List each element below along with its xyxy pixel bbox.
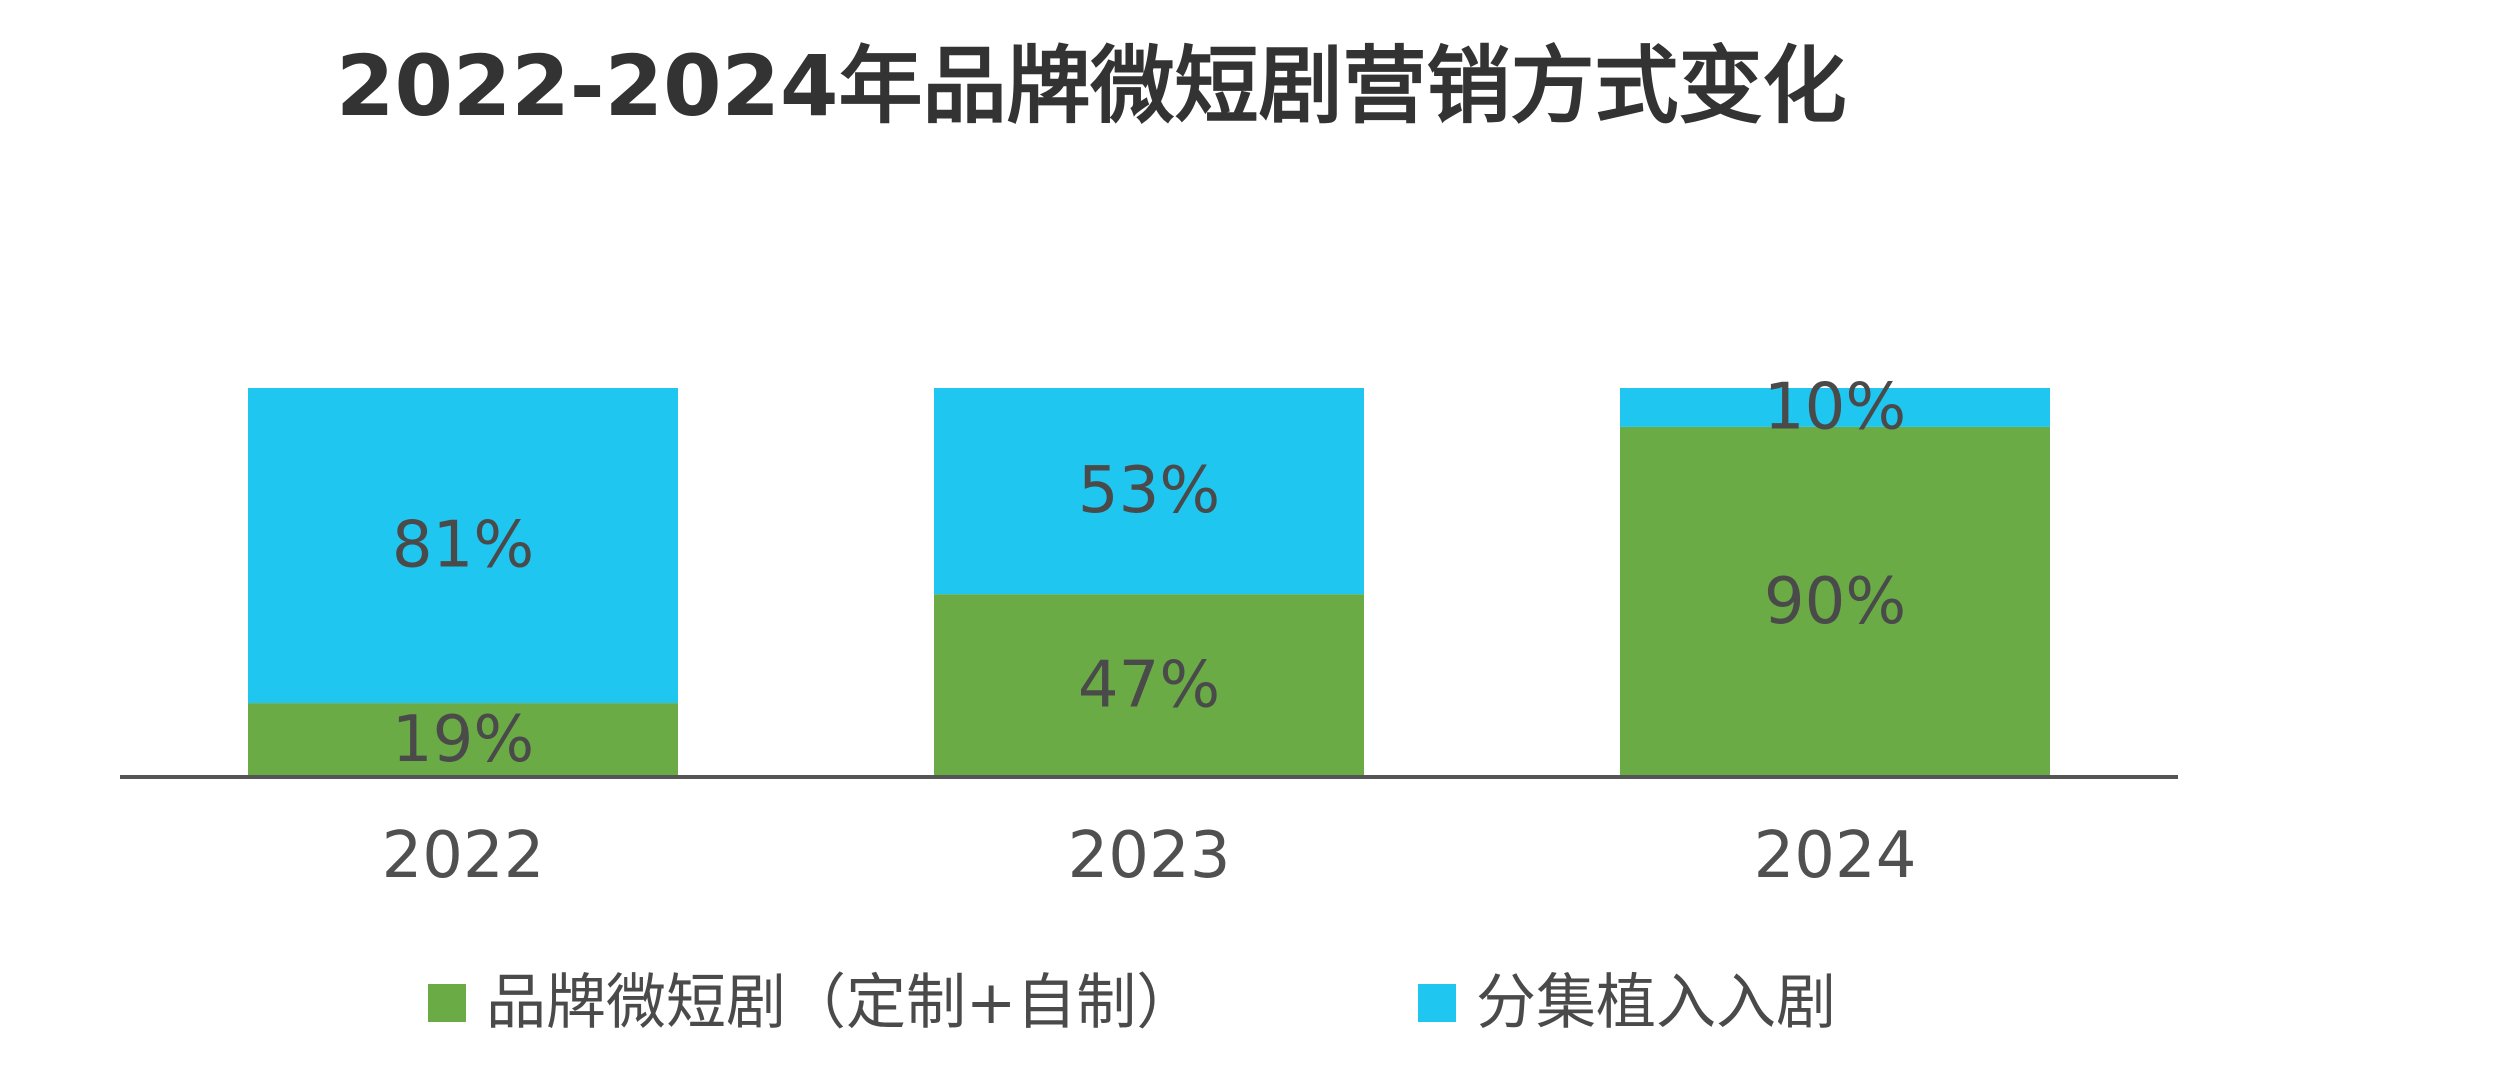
- legend-label-brand: 品牌微短剧（定制+自制）: [486, 968, 1196, 1038]
- x-tick-label-2024: 2024: [1754, 819, 1917, 893]
- bar-segment-2022-placement: [248, 388, 678, 704]
- legend-swatch-placement: [1418, 984, 1456, 1022]
- legend-item-placement: 分集植入入剧: [1418, 968, 1836, 1038]
- chart-title: 2022-2024年品牌微短剧营销方式变化: [336, 37, 1846, 135]
- data-label-2024-brand: 90%: [1764, 565, 1906, 639]
- bar-segment-2023-brand: [934, 594, 1364, 777]
- bar-segment-2022-brand: [248, 703, 678, 777]
- data-label-2023-placement: 53%: [1078, 454, 1220, 528]
- bar-segment-2024-brand: [1620, 426, 2050, 777]
- legend-swatch-brand: [428, 984, 466, 1022]
- bar-segment-2024-placement: [1620, 388, 2050, 427]
- legend-label-placement: 分集植入入剧: [1476, 968, 1836, 1038]
- legend: 品牌微短剧（定制+自制） 分集植入入剧: [428, 968, 1836, 1038]
- bars-layer: [248, 388, 2050, 777]
- data-label-2022-placement: 81%: [392, 509, 534, 583]
- data-labels-layer: 19% 81% 47% 53% 90% 10%: [392, 370, 1906, 777]
- data-label-2022-brand: 19%: [392, 703, 534, 777]
- x-tick-labels: 2022 2023 2024: [382, 819, 1917, 893]
- legend-item-brand: 品牌微短剧（定制+自制）: [428, 968, 1196, 1038]
- bar-segment-2023-placement: [934, 388, 1364, 595]
- x-tick-label-2022: 2022: [382, 819, 545, 893]
- x-tick-label-2023: 2023: [1068, 819, 1231, 893]
- data-label-2023-brand: 47%: [1078, 649, 1220, 723]
- data-label-2024-placement: 10%: [1764, 370, 1906, 444]
